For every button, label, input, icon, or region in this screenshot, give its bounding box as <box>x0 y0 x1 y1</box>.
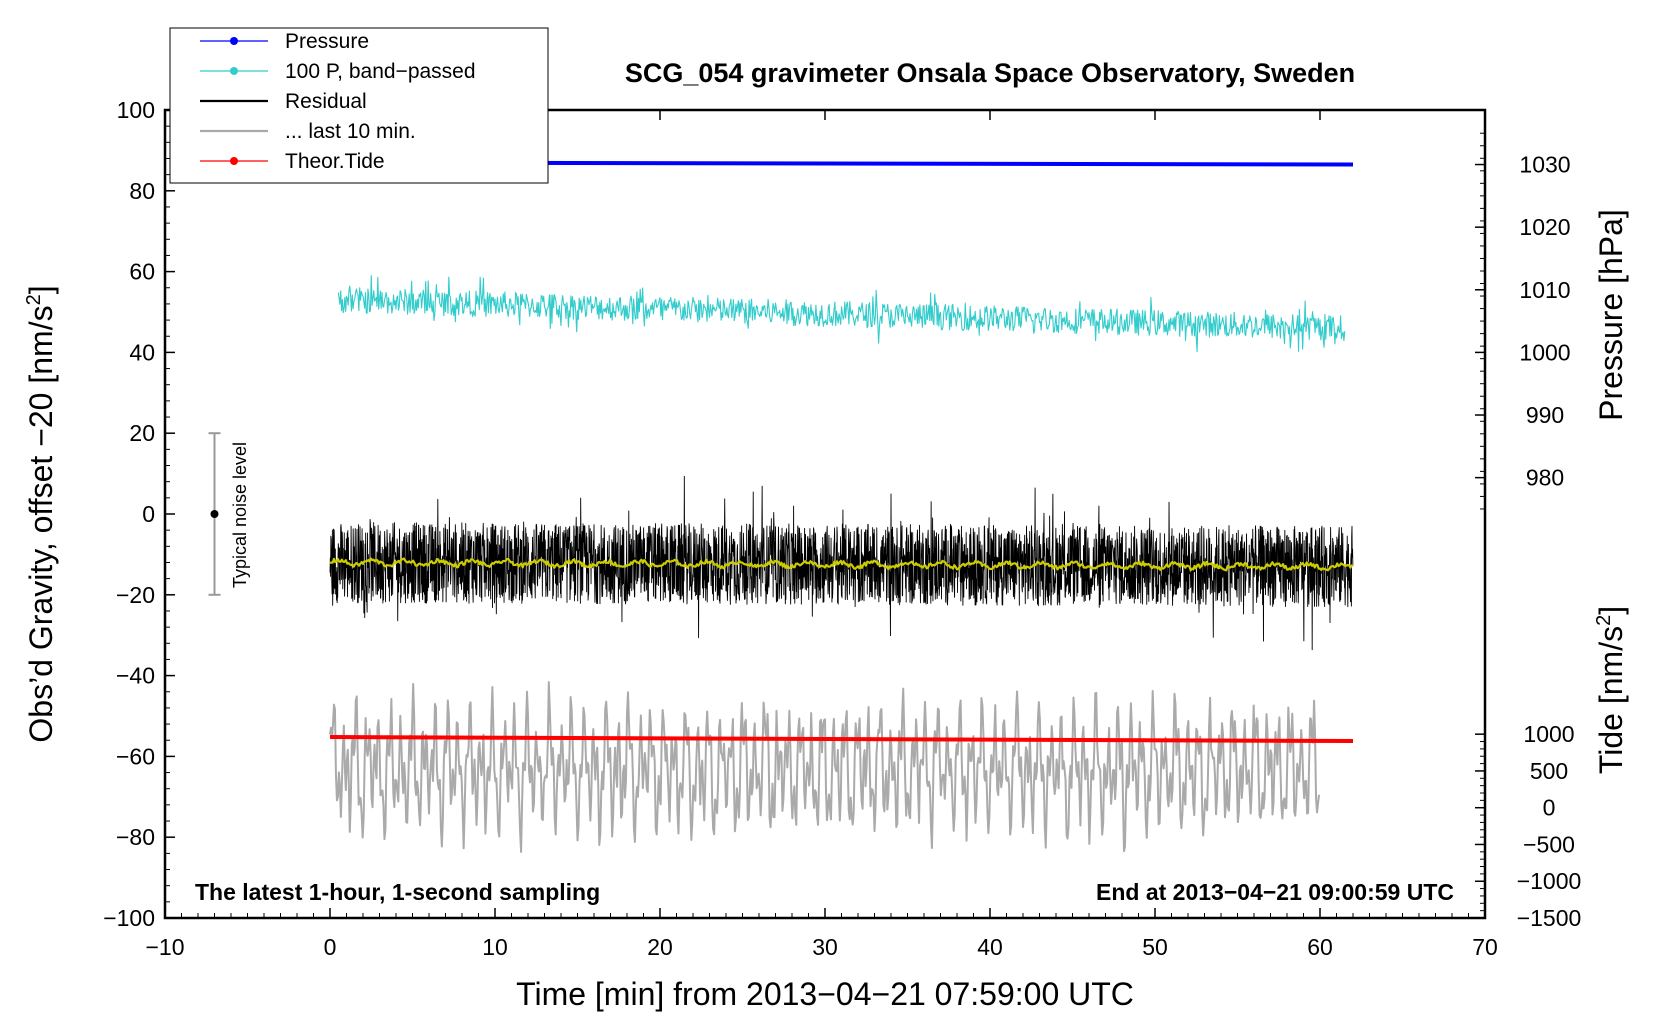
x-tick-label: 10 <box>482 934 508 960</box>
tide-tick-label: −500 <box>1523 831 1575 857</box>
pressure-tick-label: 1010 <box>1519 277 1570 303</box>
tide-tick-label: 500 <box>1530 758 1568 784</box>
noise-bar-dot <box>210 510 219 518</box>
y-tick-label: −100 <box>103 905 155 931</box>
tide-tick-label: −1500 <box>1517 905 1582 931</box>
tide-tick-label: 1000 <box>1523 721 1574 747</box>
tide-axis-title-end: ] <box>1593 606 1629 615</box>
y-tick-label: −40 <box>116 663 155 689</box>
sampling-note: The latest 1-hour, 1-second sampling <box>195 879 600 905</box>
pressure-tick-labels: 980 990 1000 1010 1020 1030 <box>1519 152 1570 491</box>
legend-label: ... last 10 min. <box>285 120 416 143</box>
residual-line <box>329 475 1354 651</box>
legend-label: Residual <box>285 90 367 113</box>
theor-tide-line <box>329 735 1354 744</box>
y-axis-title-left: Obs’d Gravity, offset −20 [nm/s2] <box>23 285 59 742</box>
y-tick-label: 40 <box>129 339 155 365</box>
legend-label: 100 P, band−passed <box>285 60 476 83</box>
pressure-tick-label: 1000 <box>1519 339 1570 365</box>
x-tick-label: 70 <box>1472 934 1498 960</box>
x-tick-label: −10 <box>145 934 184 960</box>
y-tick-label: 100 <box>117 97 155 123</box>
x-tick-label: 60 <box>1307 934 1333 960</box>
pressure-axis-title: Pressure [hPa] <box>1593 209 1629 421</box>
pressure-tick-label: 1020 <box>1519 214 1570 240</box>
end-time-note: End at 2013−04−21 09:00:59 UTC <box>1096 879 1454 905</box>
legend: Pressure 100 P, band−passed Residual ... la… <box>169 27 549 184</box>
legend-marker <box>230 37 238 45</box>
y-tick-label: 20 <box>129 420 155 446</box>
last-10-min-line <box>329 681 1321 853</box>
tide-tick-labels: −1500 −1000 −500 0 500 1000 <box>1517 721 1582 931</box>
y-axis-title-left-main: Obs’d Gravity, offset −20 [nm/s <box>23 305 59 742</box>
x-tick-label: 40 <box>977 934 1003 960</box>
tide-axis-title-sup: 2 <box>1593 615 1615 626</box>
legend-label: Theor.Tide <box>285 150 385 173</box>
series-layer <box>329 160 1354 853</box>
x-tick-label: 50 <box>1142 934 1168 960</box>
x-axis-title: Time [min] from 2013−04−21 07:59:00 UTC <box>516 976 1134 1012</box>
y-tick-labels: −100 −80 −60 −40 −20 0 20 40 60 80 100 <box>103 97 155 931</box>
y-tick-label: 80 <box>129 178 155 204</box>
legend-marker <box>230 67 238 75</box>
legend-marker <box>230 157 238 165</box>
y-axis-title-left-sup: 2 <box>23 294 45 305</box>
tick-marks <box>164 109 1486 919</box>
x-tick-labels: −10 0 10 20 30 40 50 60 70 <box>145 934 1497 960</box>
legend-label: Pressure <box>285 30 369 53</box>
noise-level-bar <box>208 432 221 596</box>
x-tick-label: 20 <box>647 934 673 960</box>
pressure-tick-label: 990 <box>1526 402 1564 428</box>
y-axis-title-left-end: ] <box>23 285 59 294</box>
x-tick-label: 30 <box>812 934 838 960</box>
band-passed-pressure-line <box>337 275 1346 353</box>
pressure-tick-label: 980 <box>1526 465 1564 491</box>
x-tick-label: 0 <box>324 934 337 960</box>
y-tick-label: 0 <box>142 501 155 527</box>
y-tick-label: −60 <box>116 743 155 769</box>
y-tick-label: −80 <box>116 824 155 850</box>
y-tick-label: 60 <box>129 259 155 285</box>
residual-smoothed-line <box>329 557 1354 572</box>
pressure-tick-label: 1030 <box>1519 152 1570 178</box>
tide-tick-label: −1000 <box>1517 868 1582 894</box>
noise-level-label: Typical noise level <box>230 442 250 588</box>
tide-axis-title-main: Tide [nm/s <box>1593 626 1629 774</box>
chart-title: SCG_054 gravimeter Onsala Space Observat… <box>625 58 1355 88</box>
tide-axis-title: Tide [nm/s2] <box>1593 606 1629 774</box>
y-tick-label: −20 <box>116 582 155 608</box>
tide-tick-label: 0 <box>1543 795 1556 821</box>
